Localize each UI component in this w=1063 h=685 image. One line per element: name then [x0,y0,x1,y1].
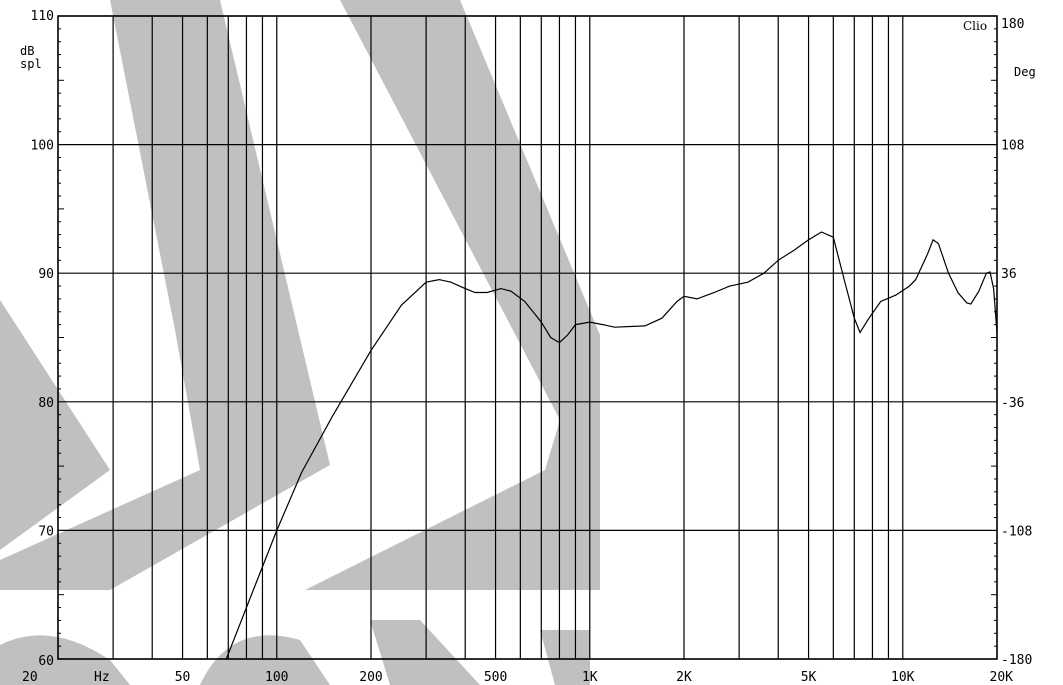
y-right-tick-label-36: 36 [1001,267,1017,282]
y-minor-ticks [58,28,997,647]
x-tick-label-1K: 1K [582,670,598,685]
y-left-unit-line1: dB [20,44,34,58]
spl-response-line [225,231,998,660]
y-left-tick-labels: 60 70 80 90 100 110 [31,9,54,669]
brand-label: Clio [963,19,987,33]
y-right-tick-label-108: 108 [1001,139,1024,154]
x-unit-label: Hz [94,670,110,685]
x-tick-label-200: 200 [359,670,382,685]
x-tick-label-50: 50 [175,670,191,685]
x-tick-label-2K: 2K [676,670,692,685]
y-left-tick-label-100: 100 [31,139,54,154]
x-tick-label-20K: 20K [990,670,1014,685]
y-right-tick-label--36: -36 [1001,396,1024,411]
y-left-tick-label-60: 60 [38,654,54,669]
y-right-tick-labels: -180 -108 -36 36 108 180 [1001,17,1032,668]
x-tick-label-5K: 5K [801,670,817,685]
y-left-tick-label-80: 80 [38,396,54,411]
y-right-tick-label--180: -180 [1001,653,1032,668]
y-left-unit-line2: spl [20,57,42,71]
y-left-tick-label-110: 110 [31,9,54,24]
x-tick-label-20: 20 [22,670,38,685]
x-tick-labels: 20 50 100 200 500 1K 2K 5K 10K 20K [22,670,1013,685]
x-tick-label-500: 500 [484,670,507,685]
x-tick-label-100: 100 [265,670,288,685]
y-left-tick-label-90: 90 [38,267,54,282]
x-gridlines [57,16,998,659]
y-right-tick-label--108: -108 [1001,524,1032,539]
x-tick-label-10K: 10K [891,670,915,685]
y-left-tick-label-70: 70 [38,524,54,539]
y-right-unit: Deg [1014,65,1036,79]
y-right-tick-label-180: 180 [1001,17,1024,32]
watermark [0,0,600,685]
